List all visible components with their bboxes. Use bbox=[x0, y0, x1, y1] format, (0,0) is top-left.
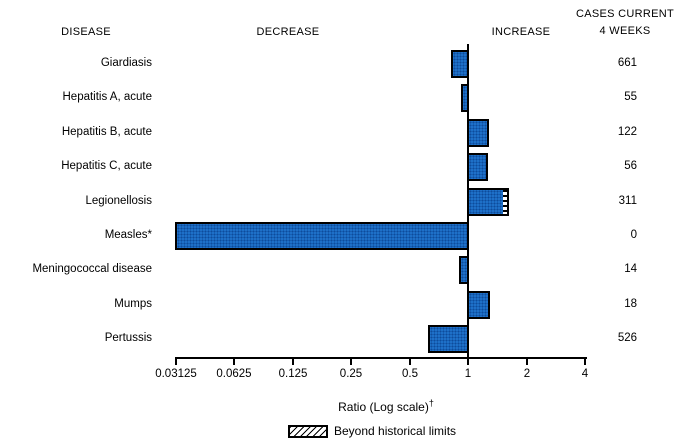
x-axis-tick bbox=[233, 357, 235, 365]
x-axis-tick-label: 0.0625 bbox=[216, 368, 252, 380]
column-header-disease: DISEASE bbox=[61, 26, 111, 38]
ratio-bar bbox=[467, 188, 509, 216]
x-axis-tick bbox=[409, 357, 411, 365]
column-header-decrease: DECREASE bbox=[256, 26, 320, 38]
ratio-bar bbox=[467, 119, 489, 147]
x-axis-tick bbox=[292, 357, 294, 365]
x-axis-tick-label: 4 bbox=[581, 368, 589, 380]
disease-label: Meningococcal disease bbox=[32, 263, 152, 276]
disease-label: Hepatitis C, acute bbox=[61, 160, 152, 173]
x-axis-label-text: Ratio (Log scale) bbox=[338, 400, 429, 414]
x-axis-tick-label: 2 bbox=[523, 368, 531, 380]
ratio-bar bbox=[459, 256, 469, 284]
x-axis-tick-label: 1 bbox=[464, 368, 472, 380]
dagger-footnote-marker: † bbox=[428, 398, 434, 408]
ratio-bar bbox=[461, 84, 469, 112]
case-count: 18 bbox=[624, 297, 637, 310]
case-count: 14 bbox=[624, 263, 637, 276]
case-count: 661 bbox=[617, 57, 637, 69]
column-header-cases: CASES CURRENT 4 WEEKS bbox=[573, 6, 677, 40]
x-axis-tick-label: 0.125 bbox=[278, 368, 308, 380]
disease-label: Hepatitis B, acute bbox=[61, 125, 152, 138]
case-count: 122 bbox=[617, 125, 637, 138]
x-axis-tick bbox=[584, 357, 586, 365]
disease-label: Legionellosis bbox=[85, 194, 153, 207]
disease-label: Giardiasis bbox=[100, 57, 152, 69]
column-header-increase: INCREASE bbox=[491, 26, 551, 38]
disease-label: Pertussis bbox=[104, 332, 152, 345]
ratio-bar bbox=[451, 50, 469, 78]
cases-header-line1: CASES CURRENT bbox=[575, 8, 675, 20]
x-axis-tick-label: 0.5 bbox=[402, 368, 418, 380]
x-axis-line bbox=[176, 357, 587, 359]
x-axis-label: Ratio (Log scale)† bbox=[176, 398, 596, 414]
ratio-bar bbox=[428, 325, 469, 353]
x-axis-tick-label: 0.03125 bbox=[155, 368, 197, 380]
x-axis-tick bbox=[526, 357, 528, 365]
case-count: 526 bbox=[617, 332, 637, 345]
ratio-bar bbox=[175, 222, 469, 250]
case-count: 55 bbox=[624, 91, 637, 104]
x-axis-tick-label: 0.25 bbox=[339, 368, 363, 380]
disease-label: Hepatitis A, acute bbox=[62, 91, 153, 104]
x-axis-tick bbox=[175, 357, 177, 365]
disease-label: Measles* bbox=[104, 229, 152, 241]
ratio-bar bbox=[467, 153, 488, 181]
case-count: 0 bbox=[630, 229, 637, 241]
disease-label: Mumps bbox=[114, 297, 152, 310]
hatched-swatch bbox=[288, 425, 328, 438]
x-axis-tick bbox=[467, 357, 469, 365]
ratio-bar bbox=[467, 291, 490, 319]
beyond-historical-limits-slice bbox=[503, 190, 507, 214]
case-count: 56 bbox=[624, 160, 637, 173]
cases-header-line2: 4 WEEKS bbox=[599, 25, 651, 37]
legend-label: Beyond historical limits bbox=[334, 424, 457, 438]
case-count: 311 bbox=[618, 194, 637, 207]
x-axis-tick bbox=[350, 357, 352, 365]
